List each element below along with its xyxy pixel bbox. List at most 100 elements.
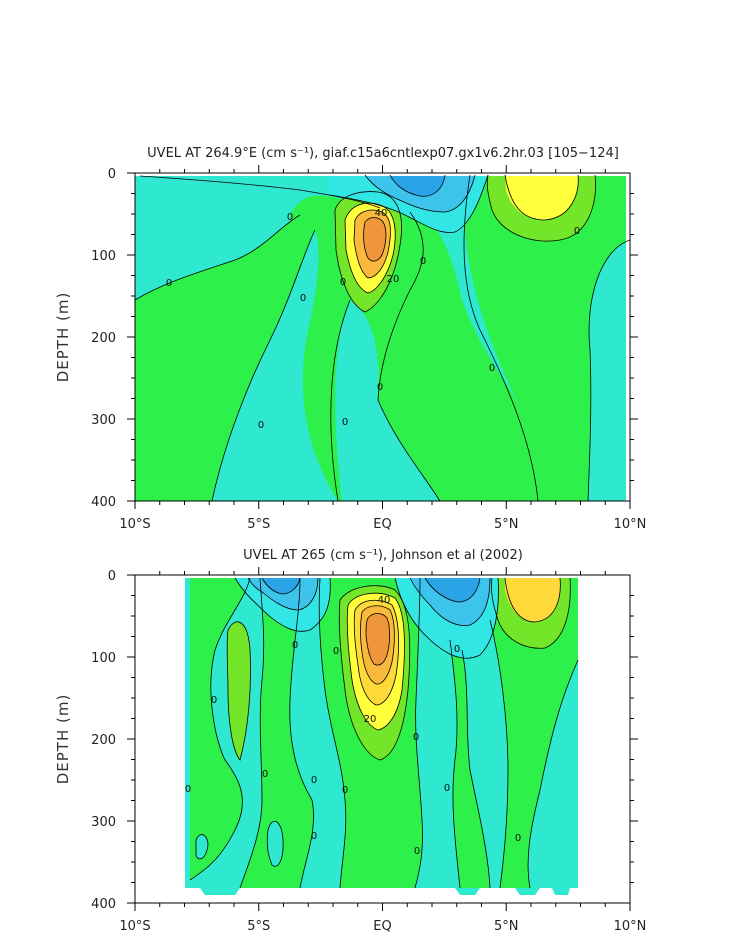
p2-clabel-4: 0	[292, 640, 298, 651]
p1-ytick-200: 200	[91, 331, 116, 346]
p2-fill-green-west	[190, 578, 250, 880]
p1-fill-sec-3	[390, 175, 445, 197]
p2-clabel-10: 0	[414, 846, 420, 857]
p1-line-e	[463, 174, 539, 501]
p2-line-x	[195, 834, 209, 860]
p2-line-a	[189, 577, 251, 881]
p2-clabel-9: 0	[413, 732, 419, 743]
p1-clabel-7: 0	[340, 277, 346, 288]
p1-line-p	[139, 175, 381, 209]
p1-clabel-3: 0	[300, 293, 306, 304]
p1-clabel-5: 0	[342, 417, 348, 428]
p2-fill-cyan-patch1	[196, 834, 208, 859]
p2-line-l	[346, 592, 405, 731]
p2-line-k	[338, 585, 411, 761]
p2-fill-green-mid	[240, 578, 314, 888]
panel2-ticks	[127, 567, 638, 911]
p1-ytick-400: 400	[91, 495, 116, 510]
panel2-title: UVEL AT 265 (cm s⁻¹), Johnson et al (200…	[243, 548, 523, 563]
p2-clabel-12: 0	[454, 644, 460, 655]
panel1-contour-lines	[135, 174, 630, 501]
panel2-x-tick-labels: 10°S 5°S EQ 5°N 10°N	[119, 919, 646, 934]
panel1-contour-fill	[135, 173, 630, 501]
panel1-y-tick-labels: 0 100 200 300 400	[91, 167, 116, 510]
panel2-contour-fill	[135, 575, 630, 903]
p1-fill-orange-core	[363, 217, 386, 262]
p2-clabel-11: 0	[444, 783, 450, 794]
panel1-y-axis-label: DEPTH (m)	[54, 292, 72, 383]
p2-line-j	[226, 621, 251, 761]
p2-fill-cyan-patch2	[267, 821, 284, 867]
p2-clabel-3: 0	[262, 769, 268, 780]
p2-line-e	[414, 577, 423, 889]
p2-line-q	[504, 577, 561, 623]
p1-line-g	[334, 191, 402, 313]
p1-line-c	[330, 299, 351, 501]
panel1-contour-labels: 0 0 0 0 0 0 0 0 0 0 40 20	[166, 208, 580, 431]
p2-clabel-6: 0	[311, 831, 317, 842]
p2-clabel-5: 0	[311, 775, 317, 786]
p1-line-i	[353, 209, 391, 279]
p2-line-c	[289, 577, 314, 889]
p1-clabel-12: 20	[387, 274, 400, 285]
p2-line-o	[365, 613, 391, 666]
p1-clabel-9: 0	[489, 363, 495, 374]
p2-line-n	[360, 605, 395, 685]
p2-xtick-eq: EQ	[373, 919, 391, 934]
p2-line-v	[409, 577, 491, 626]
panel2-y-axis-label: DEPTH (m)	[54, 694, 72, 785]
p1-fill-green-west	[135, 215, 311, 501]
p1-fill-necc-yellow	[505, 175, 579, 220]
p2-line-s	[247, 577, 319, 611]
p2-line-i	[527, 659, 579, 889]
p2-fill-sec-north-3	[425, 578, 480, 602]
p2-ytick-400: 400	[91, 897, 116, 912]
p1-line-k	[486, 174, 596, 242]
p2-fill-yellow-necc	[505, 578, 561, 622]
p1-line-l	[504, 174, 579, 221]
p2-line-f	[449, 639, 461, 889]
p2-fill-orange-euc-3	[366, 613, 390, 666]
p2-ytick-100: 100	[91, 651, 116, 666]
p1-blank-top	[135, 173, 630, 176]
p1-ytick-0: 0	[108, 167, 116, 182]
p1-ytick-100: 100	[91, 249, 116, 264]
p2-line-w	[424, 577, 481, 603]
p2-ytick-300: 300	[91, 815, 116, 830]
panel2-contour-labels: 0 0 0 0 0 0 0 0 0 0 0 0 0 40 20	[185, 595, 521, 857]
p1-line-d	[377, 211, 441, 501]
p2-line-b	[239, 577, 265, 889]
p2-clabel-14: 40	[378, 595, 391, 606]
panel-observations: UVEL AT 265 (cm s⁻¹), Johnson et al (200…	[54, 548, 646, 934]
p1-line-m	[329, 174, 489, 233]
p2-clabel-2: 0	[211, 695, 217, 706]
panel1-x-tick-labels: 10°S 5°S EQ 5°N 10°N	[119, 517, 646, 532]
p2-clabel-1: 0	[185, 784, 191, 795]
p2-ytick-200: 200	[91, 733, 116, 748]
p1-xtick-10n: 10°N	[614, 517, 647, 532]
p2-line-p	[490, 577, 571, 649]
p1-line-f	[587, 239, 630, 501]
p1-xtick-eq: EQ	[373, 517, 391, 532]
panel1-ticks	[127, 165, 638, 509]
p2-line-h	[489, 619, 509, 889]
p2-line-m	[353, 599, 400, 706]
p2-fill-green-east1	[450, 640, 490, 888]
p1-xtick-5s: 5°S	[247, 517, 270, 532]
p2-line-t	[261, 577, 301, 595]
p1-line-o	[389, 174, 446, 197]
p2-line-y	[266, 820, 284, 867]
p2-clabel-15: 20	[364, 714, 377, 725]
p1-clabel-8: 0	[420, 256, 426, 267]
p1-clabel-10: 0	[574, 226, 580, 237]
p2-line-d	[318, 577, 347, 889]
p1-clabel-2: 0	[166, 278, 172, 289]
p1-xtick-5n: 5°N	[494, 517, 519, 532]
p2-fill-green-east2	[490, 578, 578, 888]
panel1-title: UVEL AT 264.9°E (cm s⁻¹), giaf.c15a6cntl…	[147, 146, 619, 161]
p2-xtick-10s: 10°S	[119, 919, 150, 934]
p2-ytick-0: 0	[108, 569, 116, 584]
p2-line-u	[394, 577, 499, 659]
p1-xtick-10s: 10°S	[119, 517, 150, 532]
